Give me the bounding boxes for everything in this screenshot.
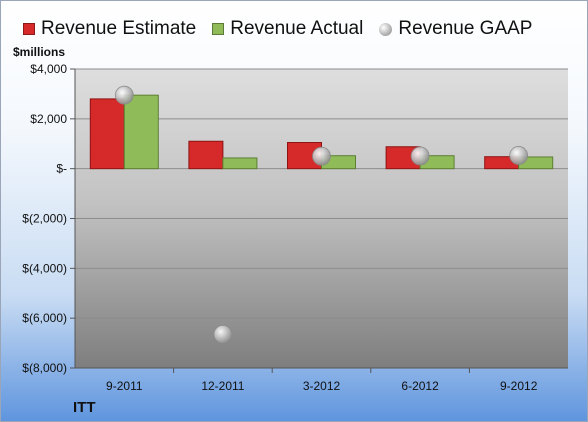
marker-revenue-gaap [509,146,529,165]
marker-revenue-gaap [213,324,233,344]
y-tick-label: $(8,000) [22,361,67,375]
y-tick-label: $(4,000) [22,261,67,275]
legend: Revenue Estimate Revenue Actual Revenue … [23,17,532,41]
legend-label-revenue-actual: Revenue Actual [230,18,364,39]
legend-swatch-revenue-actual [212,23,225,35]
bar-revenue-actual [222,157,258,170]
x-tick-label: 12-2011 [201,379,244,393]
y-tick-label: $(6,000) [22,311,67,325]
x-tick-label: 6-2012 [401,379,439,393]
x-tick-label: 3-2012 [303,379,341,393]
legend-swatch-revenue-gaap [379,22,393,36]
x-tick-label: 9-2012 [500,379,538,393]
legend-label-revenue-estimate: Revenue Estimate [41,18,197,39]
bar-revenue-estimate [188,140,224,170]
marker-revenue-gaap [312,146,331,166]
company-label: ITT [73,399,96,416]
legend-item-revenue-gaap: Revenue GAAP [379,18,532,40]
y-tick-label: $- [56,162,67,176]
legend-item-revenue-actual: Revenue Actual [212,18,363,40]
y-axis-unit-label: $millions [13,45,66,59]
marker-revenue-gaap [114,85,134,105]
y-tick-label: $2,000 [30,112,67,126]
x-tick-label: 9-2011 [106,379,143,393]
marker-revenue-gaap [410,146,430,166]
y-tick-label: $(2,000) [22,212,67,226]
legend-swatch-revenue-estimate [23,23,35,35]
bar-revenue-estimate [89,98,125,170]
bar-revenue-actual [123,94,159,170]
legend-label-revenue-gaap: Revenue GAAP [398,18,533,39]
y-tick-label: $4,000 [30,62,67,76]
legend-item-revenue-estimate: Revenue Estimate [23,18,196,40]
